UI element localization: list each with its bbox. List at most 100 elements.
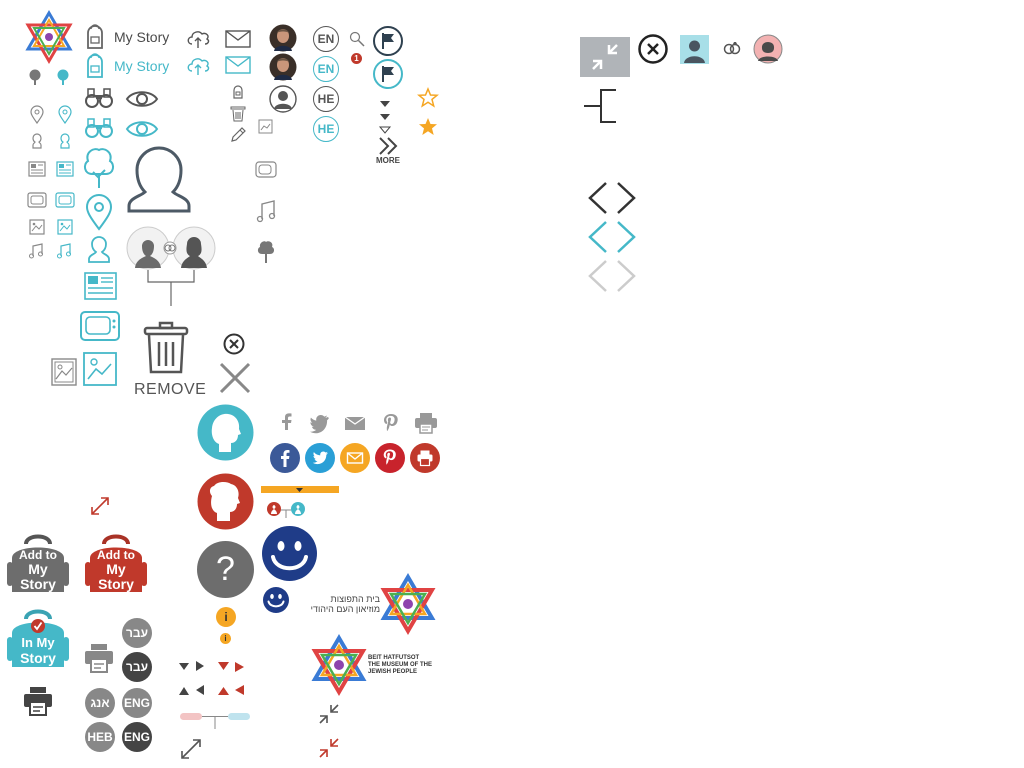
twitter-icon-grey[interactable]	[310, 415, 330, 434]
fullscreen-toggle-button[interactable]	[580, 37, 630, 77]
expand-arrows-icon-red[interactable]	[89, 495, 111, 517]
backpack-icon-teal[interactable]	[82, 53, 108, 79]
logo-english-line1: BEIT HATFUTSOT	[368, 655, 420, 661]
mail-icon-orange[interactable]	[340, 443, 370, 473]
tv-icon-medium	[255, 161, 277, 178]
remove-label[interactable]: REMOVE	[134, 381, 207, 398]
person-icon-teal-medium	[88, 236, 110, 263]
fullscreen-exit-icon	[592, 44, 618, 70]
add-to-label: Add to	[19, 548, 57, 562]
flag-button-icon[interactable]	[373, 26, 403, 56]
print-icon[interactable]	[23, 686, 53, 716]
music-icon-teal	[57, 243, 71, 259]
pinterest-icon[interactable]	[375, 443, 405, 473]
language-anglit-button[interactable]: אנג	[85, 688, 115, 718]
add-to-my-story-red-button[interactable]: Add to My Story	[84, 532, 148, 596]
mail-icon-teal[interactable]	[225, 56, 251, 74]
my-story-label[interactable]: My Story	[114, 29, 170, 45]
male-avatar-square-icon	[680, 35, 709, 64]
avatar-placeholder-icon[interactable]	[269, 85, 297, 113]
music-icon-medium	[256, 200, 276, 223]
backpack-small-icon	[233, 85, 243, 99]
chevron-left-right-icon-teal[interactable]	[586, 220, 638, 254]
info-icon-small[interactable]: i	[220, 633, 231, 644]
close-circle-large-icon[interactable]	[638, 34, 668, 64]
backpack-icon[interactable]	[82, 24, 108, 50]
more-label[interactable]: MORE	[376, 156, 400, 165]
language-eng-button-active[interactable]: ENG	[122, 722, 152, 752]
newspaper-icon-teal	[56, 161, 74, 177]
star-filled-icon[interactable]	[418, 117, 438, 136]
my-story-label-active[interactable]: My Story	[114, 58, 170, 74]
cloud-upload-icon[interactable]	[186, 29, 210, 49]
newspaper-large-icon-teal	[84, 272, 117, 300]
eye-icon-teal[interactable]	[125, 119, 159, 139]
help-button[interactable]: ?	[197, 541, 254, 598]
in-my-label: In My	[21, 635, 55, 650]
trash-small-icon[interactable]	[230, 105, 246, 122]
notification-badge: 1	[351, 53, 362, 64]
facebook-icon-grey[interactable]	[280, 413, 292, 431]
star-of-david-logo-icon	[25, 10, 73, 64]
triangle-arrows-icon[interactable]	[178, 660, 206, 698]
mail-icon-grey[interactable]	[344, 416, 366, 430]
star-outline-icon[interactable]	[417, 87, 439, 108]
language-he-button[interactable]: HE	[313, 86, 339, 112]
binoculars-icon[interactable]	[84, 87, 114, 109]
tree-icon	[29, 69, 41, 85]
logo-hebrew-line1: בית התפוצות	[330, 594, 380, 604]
language-eng-button[interactable]: ENG	[122, 688, 152, 718]
print-icon-red[interactable]	[410, 443, 440, 473]
person-icon-teal	[60, 133, 70, 149]
add-to-my-story-grey-button[interactable]: Add to My Story	[6, 532, 70, 596]
cloud-upload-icon-teal[interactable]	[186, 56, 210, 76]
binoculars-icon-teal[interactable]	[84, 117, 114, 139]
language-ivrit-button[interactable]: עבר	[122, 618, 152, 648]
close-large-icon[interactable]	[219, 362, 251, 394]
print-icon-grey[interactable]	[415, 413, 437, 434]
tv-icon	[27, 192, 47, 208]
print-icon-light[interactable]	[84, 643, 114, 673]
facebook-icon[interactable]	[270, 443, 300, 473]
language-en-button[interactable]: EN	[313, 26, 339, 52]
female-profile-button-icon[interactable]	[197, 473, 254, 530]
chevron-left-right-icon-disabled[interactable]	[586, 259, 638, 293]
triangle-arrows-icon-red[interactable]	[216, 660, 246, 698]
pinterest-icon-grey[interactable]	[383, 413, 399, 432]
language-en-button-teal[interactable]: EN	[313, 56, 339, 82]
caret-down-small-icon	[296, 488, 303, 492]
twitter-icon[interactable]	[305, 443, 335, 473]
close-circle-icon[interactable]	[223, 333, 245, 355]
avatar-photo-icon[interactable]	[269, 24, 297, 52]
map-pin-large-icon-teal	[85, 194, 113, 231]
collapse-arrows-icon[interactable]	[318, 703, 340, 725]
newspaper-icon	[28, 161, 46, 177]
caret-down-icons[interactable]	[378, 100, 392, 134]
collapse-arrows-icon-red[interactable]	[318, 737, 340, 759]
avatar-photo-icon-2[interactable]	[269, 53, 297, 81]
search-icon[interactable]	[349, 31, 365, 47]
female-avatar-round-icon	[753, 34, 783, 64]
language-he-button-teal[interactable]: HE	[313, 116, 339, 142]
chevron-left-right-icon[interactable]	[586, 181, 638, 215]
mail-icon[interactable]	[225, 30, 251, 48]
map-pin-icon-teal	[58, 105, 72, 125]
logo-english-line2: THE MUSEUM OF THE	[368, 662, 432, 668]
in-my-story-button[interactable]: In My Story	[6, 607, 70, 671]
language-ivrit-button-active[interactable]: עבר	[122, 652, 152, 682]
pencil-icon[interactable]	[230, 127, 246, 143]
my-label: My	[28, 561, 48, 577]
map-pin-icon	[30, 105, 44, 125]
star-of-david-logo-english-icon	[311, 634, 367, 696]
male-profile-button-icon[interactable]	[197, 404, 254, 461]
story-label-red: Story	[98, 576, 134, 592]
my-label-red: My	[106, 561, 126, 577]
double-chevron-right-icon[interactable]	[378, 136, 400, 156]
flag-button-icon-teal[interactable]	[373, 59, 403, 89]
trash-large-icon[interactable]	[143, 321, 189, 374]
language-heb-button[interactable]: HEB	[85, 722, 115, 752]
eye-icon[interactable]	[125, 89, 159, 109]
info-icon[interactable]: i	[216, 607, 236, 627]
tree-icon-large	[83, 148, 115, 188]
expand-arrows-icon[interactable]	[179, 737, 203, 761]
